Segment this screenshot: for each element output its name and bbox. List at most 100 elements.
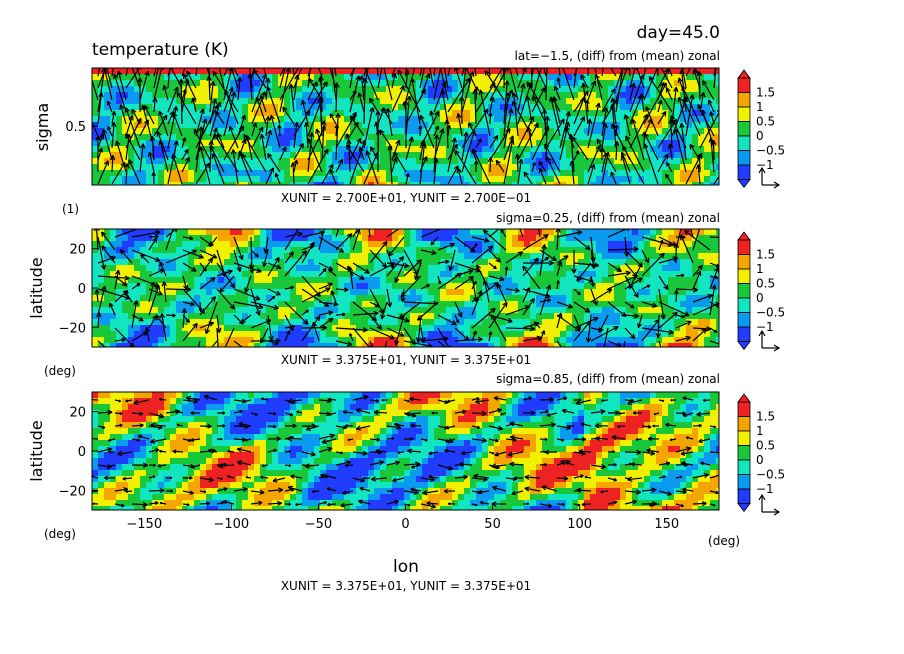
wind-vector <box>658 340 663 347</box>
heatmap-cell <box>698 80 705 87</box>
heatmap-cell <box>356 122 363 129</box>
heatmap-cell <box>278 86 285 93</box>
heatmap-cell <box>638 68 645 75</box>
wind-vector <box>119 249 133 264</box>
heatmap-cell <box>140 307 147 314</box>
wind-vector <box>156 131 169 161</box>
heatmap-cell <box>266 331 273 338</box>
wind-vector <box>279 68 286 77</box>
heatmap-cell <box>524 110 531 117</box>
heatmap-cell <box>110 146 117 153</box>
heatmap-cell <box>512 229 519 236</box>
heatmap-cell <box>566 146 573 153</box>
heatmap-cell <box>656 343 663 347</box>
heatmap-cell <box>632 104 639 111</box>
heatmap-cell <box>182 235 189 242</box>
heatmap-cell <box>140 170 147 177</box>
heatmap-cell <box>374 134 381 141</box>
heatmap-cell <box>416 92 423 99</box>
heatmap-cell <box>536 253 543 260</box>
wind-vector <box>555 229 561 251</box>
heatmap-cell <box>458 307 465 314</box>
heatmap-cell <box>464 98 471 105</box>
heatmap-cell <box>176 146 183 153</box>
heatmap-cell <box>218 134 225 141</box>
heatmap-cell <box>584 164 591 171</box>
heatmap-cell <box>512 259 519 266</box>
heatmap-cell <box>416 182 423 185</box>
heatmap-cell <box>482 343 489 347</box>
heatmap-cell <box>524 253 531 260</box>
wind-vector <box>199 276 216 290</box>
heatmap-cell <box>404 307 411 314</box>
heatmap-cell <box>602 146 609 153</box>
heatmap-cell <box>296 98 303 105</box>
heatmap-cell <box>236 140 243 147</box>
wind-vector <box>607 229 630 238</box>
heatmap-cell <box>506 170 513 177</box>
heatmap-cell <box>302 283 309 290</box>
wind-vector <box>119 104 127 125</box>
wind-vector <box>709 327 718 333</box>
heatmap-cell <box>152 74 159 81</box>
wind-vector <box>514 68 519 77</box>
heatmap-cell <box>332 134 339 141</box>
heatmap-cell <box>218 343 225 347</box>
heatmap-cell <box>206 229 213 236</box>
heatmap-cell <box>230 164 237 171</box>
wind-vector <box>159 313 167 342</box>
heatmap-cell <box>212 265 219 272</box>
wind-vector <box>556 230 583 238</box>
heatmap-cell <box>626 86 633 93</box>
heatmap-cell <box>674 277 681 284</box>
heatmap-cell <box>476 80 483 87</box>
heatmap-cell <box>644 146 651 153</box>
heatmap-cell <box>170 128 177 135</box>
heatmap-cell <box>650 182 657 185</box>
heatmap-cell <box>476 146 483 153</box>
heatmap-cell <box>434 307 441 314</box>
heatmap-cell <box>194 265 201 272</box>
heatmap-cell <box>698 271 705 278</box>
wind-vector <box>559 121 571 161</box>
heatmap-cell <box>572 170 579 177</box>
wind-vector <box>701 109 715 149</box>
heatmap-cell <box>134 134 141 141</box>
heatmap-cell <box>548 122 555 129</box>
heatmap-cell <box>122 122 129 129</box>
wind-vector <box>228 125 239 149</box>
heatmap-cell <box>326 229 333 236</box>
heatmap-cell <box>470 325 477 332</box>
heatmap-cell <box>554 307 561 314</box>
heatmap-cell <box>224 289 231 296</box>
heatmap-cell <box>398 253 405 260</box>
heatmap-cell <box>242 152 249 159</box>
heatmap-cell <box>170 229 177 236</box>
heatmap-cell <box>572 241 579 248</box>
wind-vector <box>181 156 190 173</box>
heatmap-cell <box>698 277 705 284</box>
heatmap-cell <box>272 92 279 99</box>
heatmap-cell <box>524 116 531 123</box>
heatmap-cell <box>146 301 153 308</box>
wind-vector <box>622 145 645 185</box>
heatmap-cell <box>230 337 237 344</box>
heatmap-cell <box>668 283 675 290</box>
heatmap-cell <box>548 140 555 147</box>
wind-vector <box>352 229 361 251</box>
heatmap-cell <box>158 265 165 272</box>
heatmap-cell <box>614 283 621 290</box>
wind-vector <box>318 236 345 253</box>
heatmap-cell <box>302 235 309 242</box>
heatmap-cell <box>152 295 159 302</box>
heatmap-cell <box>104 259 111 266</box>
heatmap-cell <box>578 331 585 338</box>
heatmap-cell <box>482 104 489 111</box>
heatmap-cell <box>308 253 315 260</box>
heatmap-cell <box>554 343 561 347</box>
heatmap-cell <box>98 337 105 344</box>
heatmap-cell <box>152 170 159 177</box>
heatmap-cell <box>284 98 291 105</box>
heatmap-cell <box>434 176 441 183</box>
heatmap-cell <box>704 164 711 171</box>
